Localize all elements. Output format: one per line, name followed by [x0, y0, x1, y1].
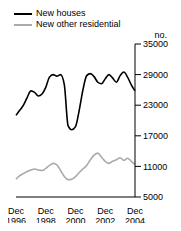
- svg-text:1996: 1996: [8, 216, 26, 223]
- svg-text:11000: 11000: [143, 162, 167, 172]
- html-text:no.: no.: [154, 30, 167, 40]
- svg-text:2000: 2000: [65, 216, 85, 223]
- svg-text:17000: 17000: [143, 131, 168, 141]
- html-text:New houses: New houses: [36, 8, 86, 18]
- svg-text:1998: 1998: [36, 216, 56, 223]
- svg-text:Dec: Dec: [127, 206, 144, 216]
- html-text:New other residential: New other residential: [36, 19, 121, 29]
- svg-text:35000: 35000: [143, 39, 168, 49]
- svg-text:2002: 2002: [95, 216, 115, 223]
- svg-text:Dec: Dec: [8, 206, 24, 216]
- svg-text:Dec: Dec: [38, 206, 55, 216]
- svg-text:29000: 29000: [143, 70, 168, 80]
- svg-text:2004: 2004: [125, 216, 145, 223]
- svg-text:23000: 23000: [143, 100, 168, 110]
- svg-text:5000: 5000: [143, 192, 163, 202]
- svg-text:Dec: Dec: [97, 206, 114, 216]
- svg-text:Dec: Dec: [67, 206, 84, 216]
